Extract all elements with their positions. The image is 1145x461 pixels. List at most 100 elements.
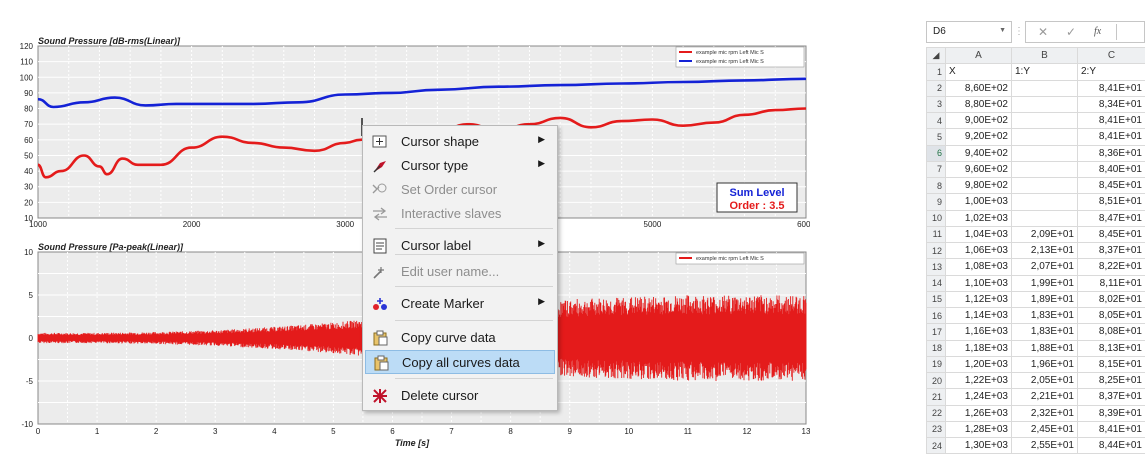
cell-c[interactable]: 8,02E+01 xyxy=(1077,290,1145,309)
cell-b[interactable]: 2,55E+01 xyxy=(1011,436,1078,455)
cell-b[interactable] xyxy=(1011,209,1078,227)
cell-a[interactable]: 1,08E+03 xyxy=(945,258,1012,276)
sheet-grid[interactable]: ◢ A B C 1 X 1:Y 2:Y 2 8,60E+02 8,41E+01 3 8,80E+… xyxy=(926,46,1145,455)
cell-c[interactable]: 8,05E+01 xyxy=(1077,306,1145,325)
cell-c[interactable]: 8,25E+01 xyxy=(1077,371,1145,390)
cell-c[interactable]: 8,13E+01 xyxy=(1077,339,1145,357)
row-header[interactable]: 7 xyxy=(926,160,946,179)
cell-b[interactable]: 2,45E+01 xyxy=(1011,420,1078,439)
cell-b[interactable]: 2,05E+01 xyxy=(1011,371,1078,390)
row-header[interactable]: 10 xyxy=(926,209,946,227)
cell-a[interactable]: 1,02E+03 xyxy=(945,209,1012,227)
cell-c[interactable]: 8,40E+01 xyxy=(1077,160,1145,179)
cell-b[interactable] xyxy=(1011,111,1078,130)
column-header-a[interactable]: A xyxy=(945,46,1012,65)
row-header[interactable]: 23 xyxy=(926,420,946,439)
cell-a[interactable]: 1,18E+03 xyxy=(945,339,1012,357)
cell-c[interactable]: 8,47E+01 xyxy=(1077,209,1145,227)
cell-a[interactable]: 1,00E+03 xyxy=(945,193,1012,211)
cell-c[interactable]: 8,41E+01 xyxy=(1077,128,1145,146)
blue-curve[interactable] xyxy=(37,77,807,109)
menu-item-cursor-label[interactable]: Cursor label ▶ xyxy=(365,234,555,258)
cell-a[interactable]: 9,40E+02 xyxy=(945,144,1012,162)
cell-a[interactable]: 1,26E+03 xyxy=(945,404,1012,422)
row-header[interactable]: 5 xyxy=(926,128,946,146)
menu-item-interactive-slaves[interactable]: Interactive slaves xyxy=(365,202,555,226)
cell-a[interactable]: 1,14E+03 xyxy=(945,306,1012,325)
cell-a[interactable]: 8,80E+02 xyxy=(945,95,1012,114)
cell-b[interactable]: 1:Y xyxy=(1011,63,1078,81)
fx-label[interactable]: fx xyxy=(1094,26,1102,37)
cell-b[interactable]: 1,88E+01 xyxy=(1011,339,1078,357)
menu-item-copy-all-curves-data[interactable]: Copy all curves data xyxy=(365,350,555,374)
menu-item-cursor-type[interactable]: Cursor type ▶ xyxy=(365,154,555,178)
cell-a[interactable]: 1,10E+03 xyxy=(945,274,1012,292)
row-header[interactable]: 16 xyxy=(926,306,946,325)
menu-item-set-order-cursor[interactable]: Set Order cursor xyxy=(365,178,555,202)
cell-c[interactable]: 8,44E+01 xyxy=(1077,436,1145,455)
cell-b[interactable]: 2,07E+01 xyxy=(1011,258,1078,276)
cell-c[interactable]: 8,37E+01 xyxy=(1077,388,1145,406)
menu-item-edit-user-name[interactable]: Edit user name... xyxy=(365,260,555,284)
row-header[interactable]: 12 xyxy=(926,241,946,260)
row-header[interactable]: 24 xyxy=(926,436,946,455)
cell-a[interactable]: 9,80E+02 xyxy=(945,176,1012,195)
cell-c[interactable]: 8,45E+01 xyxy=(1077,176,1145,195)
cell-a[interactable]: 1,22E+03 xyxy=(945,371,1012,390)
row-header[interactable]: 9 xyxy=(926,193,946,211)
cell-c[interactable]: 8,39E+01 xyxy=(1077,404,1145,422)
row-header[interactable]: 4 xyxy=(926,111,946,130)
cell-b[interactable]: 1,96E+01 xyxy=(1011,355,1078,374)
cell-a[interactable]: 1,12E+03 xyxy=(945,290,1012,309)
name-box[interactable]: D6 ▼ xyxy=(926,21,1012,43)
cell-c[interactable]: 8,41E+01 xyxy=(1077,79,1145,97)
cell-b[interactable]: 1,83E+01 xyxy=(1011,306,1078,325)
cell-a[interactable]: 9,00E+02 xyxy=(945,111,1012,130)
row-header[interactable]: 14 xyxy=(926,274,946,292)
cell-a[interactable]: 1,20E+03 xyxy=(945,355,1012,374)
cell-b[interactable] xyxy=(1011,79,1078,97)
cell-b[interactable]: 2,21E+01 xyxy=(1011,388,1078,406)
row-header[interactable]: 21 xyxy=(926,388,946,406)
row-header[interactable]: 8 xyxy=(926,176,946,195)
column-header-c[interactable]: C xyxy=(1077,46,1145,65)
menu-item-cursor-shape[interactable]: Cursor shape ▶ xyxy=(365,130,555,154)
cell-b[interactable]: 1,99E+01 xyxy=(1011,274,1078,292)
cell-b[interactable] xyxy=(1011,193,1078,211)
cell-c[interactable]: 8,11E+01 xyxy=(1077,274,1145,292)
menu-item-delete-cursor[interactable]: Delete cursor xyxy=(365,384,555,408)
cell-c[interactable]: 2:Y xyxy=(1077,63,1145,81)
cell-a[interactable]: 1,06E+03 xyxy=(945,241,1012,260)
formula-bar[interactable]: ✕ ✓ fx xyxy=(1025,21,1145,43)
cell-c[interactable]: 8,36E+01 xyxy=(1077,144,1145,162)
cell-b[interactable] xyxy=(1011,144,1078,162)
cell-c[interactable]: 8,34E+01 xyxy=(1077,95,1145,114)
cell-c[interactable]: 8,08E+01 xyxy=(1077,323,1145,341)
cell-b[interactable] xyxy=(1011,176,1078,195)
name-box-dropdown-icon[interactable]: ▼ xyxy=(999,27,1006,34)
cell-c[interactable]: 8,22E+01 xyxy=(1077,258,1145,276)
row-header[interactable]: 1 xyxy=(926,63,946,81)
cell-b[interactable]: 2,13E+01 xyxy=(1011,241,1078,260)
row-header[interactable]: 17 xyxy=(926,323,946,341)
row-header[interactable]: 11 xyxy=(926,225,946,244)
menu-item-copy-curve-data[interactable]: Copy curve data xyxy=(365,326,555,350)
cell-a[interactable]: 9,60E+02 xyxy=(945,160,1012,179)
row-header[interactable]: 19 xyxy=(926,355,946,374)
row-header[interactable]: 18 xyxy=(926,339,946,357)
cell-a[interactable]: 1,16E+03 xyxy=(945,323,1012,341)
cell-a[interactable]: 1,30E+03 xyxy=(945,436,1012,455)
row-header[interactable]: 15 xyxy=(926,290,946,309)
cell-b[interactable] xyxy=(1011,160,1078,179)
menu-item-create-marker[interactable]: Create Marker ▶ xyxy=(365,292,555,316)
cell-c[interactable]: 8,15E+01 xyxy=(1077,355,1145,374)
cell-a[interactable]: 9,20E+02 xyxy=(945,128,1012,146)
cell-b[interactable]: 2,32E+01 xyxy=(1011,404,1078,422)
cell-c[interactable]: 8,41E+01 xyxy=(1077,111,1145,130)
cell-a[interactable]: 1,24E+03 xyxy=(945,388,1012,406)
row-header[interactable]: 13 xyxy=(926,258,946,276)
cell-b[interactable] xyxy=(1011,95,1078,114)
cell-a[interactable]: 8,60E+02 xyxy=(945,79,1012,97)
select-all-corner[interactable]: ◢ xyxy=(926,46,946,65)
cell-c[interactable]: 8,37E+01 xyxy=(1077,241,1145,260)
